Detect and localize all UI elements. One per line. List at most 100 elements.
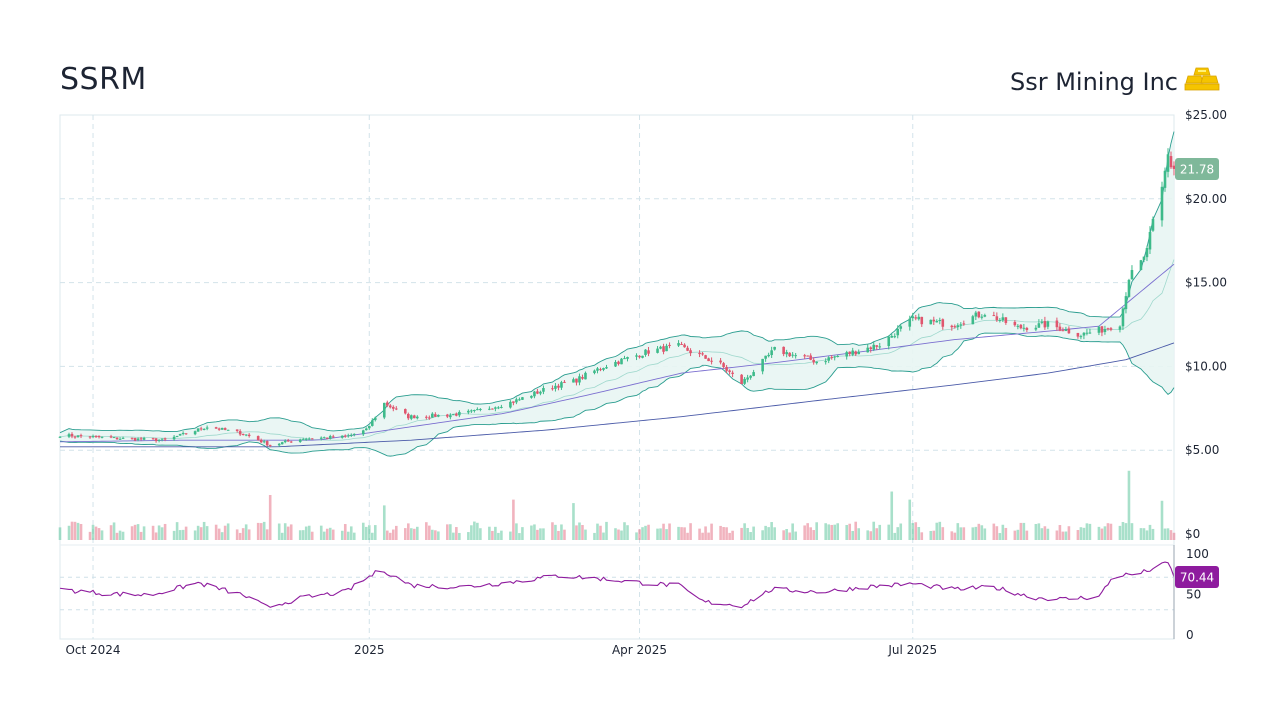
candle-body (617, 361, 620, 365)
volume-bar (896, 527, 900, 540)
candle-body (605, 367, 608, 369)
candle-body (866, 347, 870, 353)
candle-body (431, 413, 434, 418)
volume-bar (73, 521, 77, 540)
candle-body (79, 435, 83, 437)
candle-body (178, 433, 182, 436)
volume-bar (782, 530, 785, 540)
volume-bar (488, 526, 491, 540)
candle-body (689, 350, 692, 354)
candle-body (404, 409, 407, 414)
candle-body (458, 411, 461, 416)
volume-bar (578, 522, 581, 540)
last-price-badge (1175, 157, 1219, 180)
candle-body (497, 407, 500, 409)
candle-body (340, 435, 344, 438)
volume-bar (428, 525, 431, 540)
candle-body (58, 436, 62, 438)
candle-body (91, 436, 95, 438)
candle-body (133, 438, 137, 441)
volume-bar (1019, 522, 1023, 540)
candle-body (752, 372, 755, 377)
candle-body (1064, 329, 1068, 332)
gold-bars-icon (1184, 67, 1220, 91)
volume-bar (1088, 523, 1092, 540)
last-rsi-badge (1175, 565, 1219, 588)
candle-body (1124, 296, 1128, 310)
volume-bar (971, 527, 975, 540)
candle-body (623, 358, 626, 360)
volume-bar (551, 522, 554, 540)
candle-body (896, 328, 900, 336)
volume-bar (1004, 527, 1008, 540)
volume-bar (854, 521, 858, 540)
candle-body (437, 414, 440, 417)
candle-body (731, 372, 734, 374)
volume-bar (1046, 528, 1050, 540)
candle-body (803, 355, 806, 357)
candle-body (971, 316, 975, 325)
candle-body (974, 312, 978, 317)
volume-bar (572, 503, 575, 540)
candle-body (1025, 327, 1029, 331)
volume-bar (914, 522, 918, 540)
candle-body (449, 415, 452, 418)
candle-body (1127, 279, 1131, 297)
volume-bar (367, 525, 371, 540)
candle-body (740, 374, 743, 385)
candle-body (1034, 327, 1038, 330)
volume-bar (722, 527, 725, 540)
candle-body (725, 366, 728, 371)
candle-body (70, 433, 74, 437)
candle-body (476, 409, 479, 411)
price-candles (58, 148, 1176, 448)
candle-body (983, 315, 987, 317)
volume-bar (160, 527, 164, 540)
candle-body (890, 335, 894, 338)
volume-bar (118, 530, 122, 540)
volume-bar (794, 531, 797, 540)
volume-bar (235, 529, 239, 540)
volume-bar (479, 528, 482, 540)
volume-bar (286, 526, 290, 540)
volume-bar (382, 505, 386, 540)
volume-bar (1055, 530, 1059, 540)
volume-bar (1127, 470, 1131, 540)
candle-body (109, 436, 113, 438)
volume-bar (217, 528, 221, 540)
volume-bar (743, 523, 746, 540)
volume-bar (157, 525, 161, 540)
volume-bar (413, 528, 416, 540)
volume-bar (500, 530, 503, 540)
volume-bar (130, 526, 134, 540)
candle-body (434, 414, 437, 417)
candle-body (307, 438, 311, 440)
candle-body (181, 432, 185, 434)
volume-bar (533, 524, 536, 540)
candle-body (1130, 270, 1134, 280)
volume-bar (1163, 528, 1167, 540)
volume-bar (878, 524, 882, 540)
volume-bar (998, 533, 1002, 540)
candle-body (352, 433, 356, 435)
candle-body (515, 399, 518, 403)
volume-bar (373, 525, 377, 540)
price-tick-label: $15.00 (1185, 276, 1227, 290)
candle-body (1151, 218, 1155, 231)
candle-body (118, 438, 122, 440)
candle-body (851, 350, 855, 355)
price-tick-label: $25.00 (1185, 108, 1227, 122)
candle-body (773, 346, 776, 350)
volume-bar (788, 532, 791, 540)
candle-body (995, 316, 999, 321)
candle-body (88, 436, 92, 438)
candle-body (722, 363, 725, 368)
volume-bar (809, 527, 812, 540)
volume-bar (449, 524, 452, 540)
candle-body (956, 325, 960, 328)
candle-body (614, 361, 617, 367)
volume-bars (58, 470, 1176, 540)
volume-bar (509, 531, 512, 540)
candle-body (857, 351, 861, 355)
candle-body (812, 359, 815, 363)
